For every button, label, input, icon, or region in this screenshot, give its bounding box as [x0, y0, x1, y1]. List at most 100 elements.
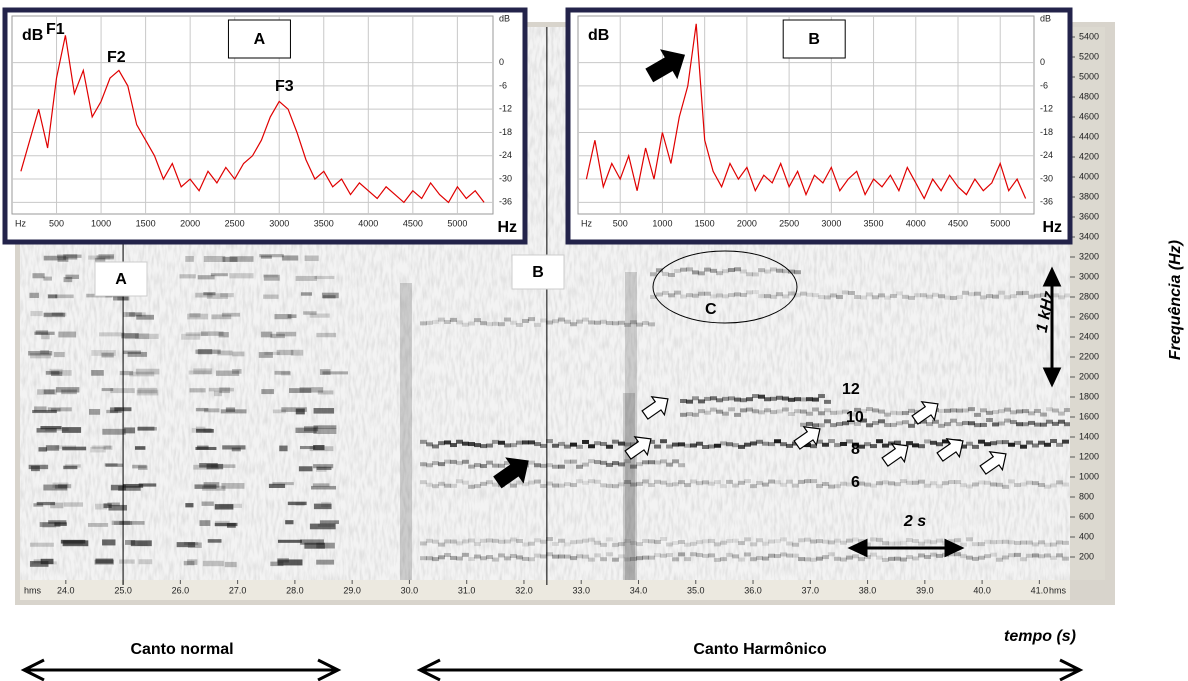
- spectrogram-band: [962, 420, 969, 425]
- spectrogram-band: [480, 538, 487, 543]
- spectrogram-band: [720, 557, 727, 562]
- spectrogram-band: [680, 267, 687, 272]
- spectrogram-band: [962, 290, 969, 295]
- spectrogram-band: [624, 322, 631, 327]
- spectrum-line: [20, 35, 485, 204]
- spectrogram-band: [91, 350, 116, 356]
- spectrogram-band: [708, 538, 715, 543]
- spectrogram-band: [744, 537, 751, 542]
- spectrogram-band: [830, 423, 837, 428]
- spectrogram-band: [830, 410, 837, 415]
- spectrogram-band: [426, 320, 433, 325]
- spectrogram-band: [842, 409, 849, 414]
- spectrogram-band: [812, 407, 819, 412]
- y-tick-label: 1400: [1079, 431, 1099, 441]
- spectrogram-band: [30, 352, 52, 359]
- spectrogram-band: [540, 554, 547, 559]
- spectrogram-band: [830, 293, 837, 298]
- spectrogram-band: [726, 479, 733, 484]
- x-tick-label: 3500: [314, 218, 334, 228]
- spectrogram-band: [822, 539, 829, 544]
- x-tick-label: 27.0: [229, 585, 247, 595]
- spectrogram-band: [642, 321, 649, 326]
- spectrogram-band: [268, 483, 286, 488]
- spectrogram-band: [786, 553, 793, 558]
- spectrogram-band: [492, 482, 499, 487]
- spectrogram-band: [282, 255, 299, 261]
- spectrogram-band: [504, 443, 511, 448]
- spectrogram-band: [984, 539, 991, 544]
- spectrogram-band: [740, 269, 747, 274]
- spectrogram-band: [1034, 408, 1041, 413]
- spectrogram-band: [848, 290, 855, 295]
- spectrogram-band: [594, 540, 601, 545]
- spectrogram-band: [317, 523, 335, 527]
- spectrogram-band: [179, 274, 196, 279]
- spectrogram-band: [944, 295, 951, 300]
- spectrogram-band: [992, 422, 999, 427]
- spectrogram-band: [906, 441, 913, 446]
- spectrogram-band: [762, 482, 769, 487]
- spectrogram-band: [203, 428, 213, 433]
- spectrogram-band: [1010, 410, 1017, 415]
- arrow-head: [944, 538, 965, 558]
- x-tick-label: 5000: [990, 218, 1010, 228]
- spectrogram-band: [600, 441, 607, 446]
- spectrogram-band: [314, 275, 335, 280]
- spectrogram-band: [231, 447, 241, 452]
- spectrogram-band: [878, 419, 885, 424]
- spectrogram-band: [800, 422, 807, 427]
- spectrogram-band: [828, 484, 835, 489]
- spectrogram-band: [746, 290, 753, 295]
- spectrogram-band: [558, 483, 565, 488]
- spectrogram-band: [600, 483, 607, 488]
- spectrogram-band: [432, 461, 439, 466]
- spectrogram-band: [606, 537, 613, 542]
- spectrogram-band: [834, 443, 841, 448]
- spectrogram-band: [794, 397, 801, 402]
- spectrogram-band: [588, 479, 595, 484]
- spectrogram-band: [1034, 422, 1041, 427]
- spectrogram-band: [624, 442, 631, 447]
- spectrogram-band: [912, 556, 919, 561]
- spectrogram-band: [866, 407, 873, 412]
- spectrogram-band: [980, 422, 987, 427]
- spectrogram-band: [260, 331, 273, 338]
- spectrogram-band: [1014, 552, 1021, 557]
- spectrogram-band: [768, 539, 775, 544]
- pointer-arrow: [881, 443, 909, 467]
- spectrogram-band: [193, 464, 219, 470]
- spectrogram-band: [1002, 539, 1009, 544]
- spectrogram-band: [968, 407, 975, 412]
- spectrogram-band: [221, 312, 241, 317]
- spectrogram-band: [746, 397, 753, 402]
- spectrogram-band: [686, 267, 693, 272]
- spectrogram-band: [920, 419, 927, 424]
- x-tick-label: 29.0: [343, 585, 361, 595]
- spectrogram-band: [195, 349, 221, 354]
- x-tick-label: 25.0: [114, 585, 132, 595]
- spectrogram-band: [1020, 482, 1027, 487]
- spectrogram-band: [630, 482, 637, 487]
- spectrogram-band: [214, 390, 223, 397]
- spectrogram-band: [522, 556, 529, 561]
- spectrogram-band: [432, 484, 439, 489]
- spectrogram-band: [690, 443, 697, 448]
- spectrogram-band: [818, 423, 825, 428]
- spectrogram-band: [668, 293, 675, 298]
- spectrogram-band: [866, 292, 873, 297]
- x-tick-label: 3000: [821, 218, 841, 228]
- spectrogram-band: [672, 442, 679, 447]
- spectrogram-band: [708, 481, 715, 486]
- spectrogram-band: [498, 440, 505, 445]
- spectrogram-band: [774, 439, 781, 444]
- spectrogram-band: [804, 537, 811, 542]
- spectrogram-band: [624, 459, 631, 464]
- spectrogram-band: [534, 479, 541, 484]
- spectrogram-band: [540, 318, 547, 323]
- spectrogram-band: [776, 409, 783, 414]
- spectrogram-band: [968, 292, 975, 297]
- x-tick-label: 41.0: [1031, 585, 1049, 595]
- x-tick-label: 3000: [269, 218, 289, 228]
- spectrogram-band: [36, 428, 57, 433]
